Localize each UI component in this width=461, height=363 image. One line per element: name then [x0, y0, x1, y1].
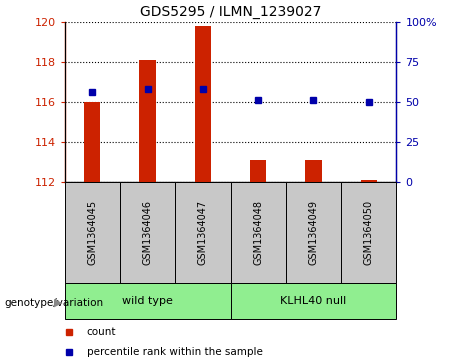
Title: GDS5295 / ILMN_1239027: GDS5295 / ILMN_1239027	[140, 5, 321, 19]
Bar	[120, 182, 175, 283]
Bar	[175, 182, 230, 283]
Bar	[84, 102, 100, 182]
Bar	[230, 283, 396, 319]
Text: GSM1364048: GSM1364048	[253, 200, 263, 265]
Text: KLHL40 null: KLHL40 null	[280, 296, 347, 306]
Bar	[65, 283, 230, 319]
Bar	[230, 182, 286, 283]
Bar	[139, 60, 156, 182]
Text: wild type: wild type	[122, 296, 173, 306]
Text: count: count	[87, 327, 116, 337]
Bar	[305, 160, 322, 182]
Bar	[65, 182, 120, 283]
Bar	[250, 160, 266, 182]
Text: percentile rank within the sample: percentile rank within the sample	[87, 347, 263, 357]
Text: GSM1364049: GSM1364049	[308, 200, 319, 265]
Text: GSM1364050: GSM1364050	[364, 200, 374, 265]
Text: genotype/variation: genotype/variation	[5, 298, 104, 308]
Text: GSM1364047: GSM1364047	[198, 200, 208, 265]
Bar	[361, 180, 377, 182]
Text: ▶: ▶	[54, 298, 62, 308]
Bar	[341, 182, 396, 283]
Bar	[286, 182, 341, 283]
Bar	[195, 26, 211, 182]
Text: GSM1364046: GSM1364046	[142, 200, 153, 265]
Text: GSM1364045: GSM1364045	[87, 200, 97, 265]
